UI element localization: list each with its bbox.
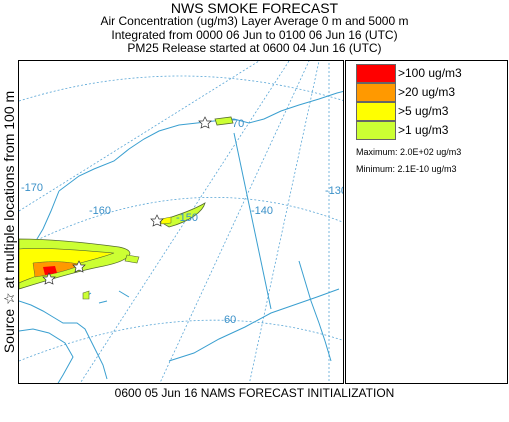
source-star-icon	[42, 272, 56, 285]
latitude-line	[19, 75, 343, 102]
maximum-value: Maximum: 2.0E+02 ug/m3	[356, 147, 462, 157]
source-star-icon	[150, 214, 164, 227]
legend-swatch	[356, 64, 396, 83]
fire-sources	[42, 116, 212, 285]
north-coast	[58, 90, 343, 192]
legend-label: >20 ug/m3	[398, 85, 456, 99]
southwest-coast	[19, 300, 108, 380]
peninsula	[19, 328, 74, 383]
legend-label: >100 ug/m3	[398, 66, 462, 80]
source-star-icon	[72, 260, 86, 273]
southeast-coast	[298, 260, 332, 362]
lon-label-140: -140	[251, 205, 273, 217]
legend-label: >5 ug/m3	[398, 104, 449, 118]
smoke-plumes	[19, 116, 234, 300]
graticule	[19, 61, 343, 383]
lon-label-130: -130	[325, 185, 344, 197]
plume-north	[214, 116, 234, 126]
lon-label-160: -160	[89, 205, 111, 217]
release-start: PM25 Release started at 0600 04 Jun 16 (…	[127, 41, 382, 55]
legend-item: >5 ug/m3	[356, 102, 496, 121]
longitude-line	[19, 61, 260, 212]
smoke-map: -170 -160 -150 -140 -130 70 60	[18, 60, 344, 384]
coastline	[19, 90, 343, 383]
gulf-coast	[168, 288, 340, 362]
integration-period: Integrated from 0000 06 Jun to 0100 06 J…	[111, 28, 398, 42]
legend-item: >100 ug/m3	[356, 64, 496, 83]
legend-swatch	[356, 83, 396, 102]
plume-west-tail	[124, 254, 140, 264]
international-border	[233, 132, 272, 310]
source-location-label: Source ☆ at multiple locations from 100 …	[1, 90, 17, 354]
longitude-line	[79, 61, 290, 383]
plume-west-fragment	[82, 290, 90, 300]
plume-west-hot	[43, 266, 57, 275]
lon-label-170: -170	[21, 182, 43, 194]
forecast-initialization: 0600 05 Jun 16 NAMS FORECAST INITIALIZAT…	[114, 386, 395, 400]
lat-label-70: 70	[232, 118, 244, 130]
latitude-line	[19, 196, 343, 250]
plume-central-core	[160, 216, 172, 225]
latitude-line	[19, 319, 343, 362]
legend-label: >1 ug/m3	[398, 123, 449, 137]
source-star-icon	[198, 116, 212, 129]
lat-label-60: 60	[224, 314, 236, 326]
lon-label-150: -150	[176, 212, 198, 224]
map-title: NWS SMOKE FORECAST	[170, 0, 339, 16]
legend-swatch	[356, 121, 396, 140]
longitude-line	[159, 61, 310, 383]
legend-item: >1 ug/m3	[356, 121, 496, 140]
legend-swatch	[356, 102, 396, 121]
longitude-line	[249, 61, 320, 383]
concentration-subtitle: Air Concentration (ug/m3) Layer Average …	[100, 14, 409, 28]
legend: >100 ug/m3 >20 ug/m3 >5 ug/m3 >1 ug/m3 M…	[345, 60, 508, 384]
islands	[84, 290, 130, 304]
legend-item: >20 ug/m3	[356, 83, 496, 102]
minimum-value: Minimum: 2.1E-10 ug/m3	[356, 164, 457, 174]
